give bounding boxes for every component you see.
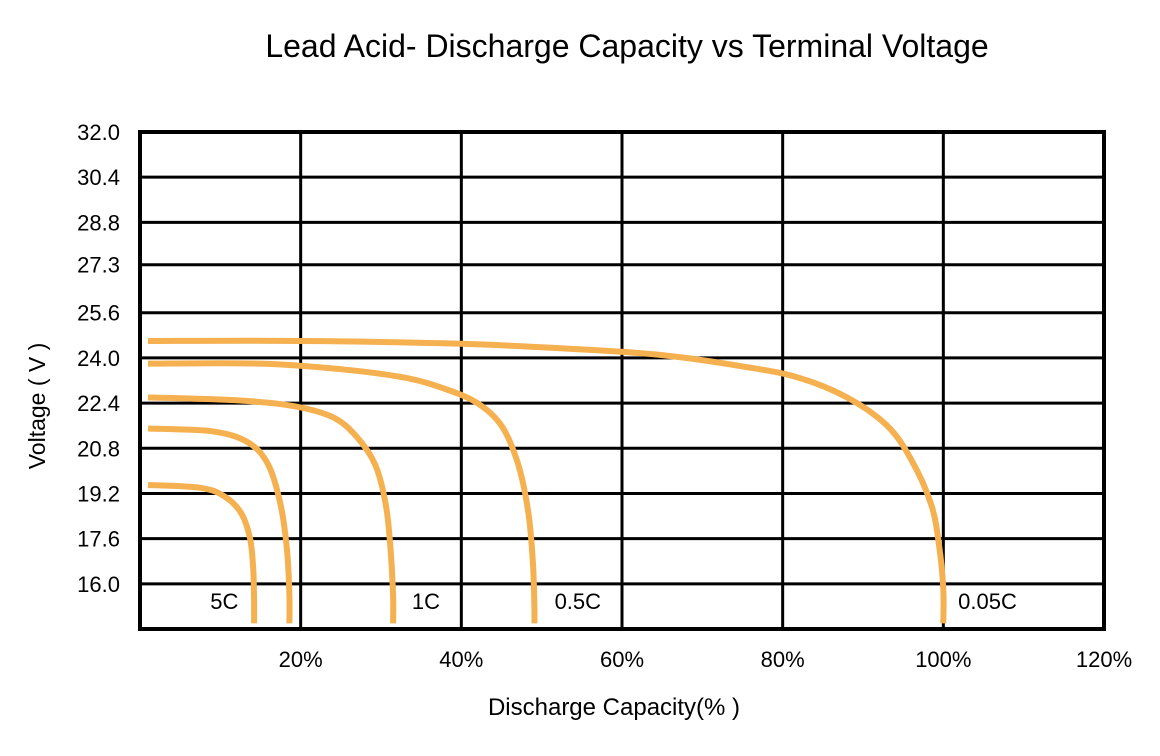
curve-label: 0.05C bbox=[958, 589, 1017, 614]
series-line-3 bbox=[147, 425, 293, 624]
curve-labels: 5C 1C 0.5C 0.05C bbox=[210, 589, 1017, 614]
series-line-1 bbox=[147, 360, 538, 624]
x-tick-label: 80% bbox=[761, 647, 805, 672]
grid bbox=[140, 130, 1106, 629]
y-tick-labels: 32.0 30.4 28.8 27.3 25.6 24.0 22.4 20.8 19.2 17.6… bbox=[77, 120, 120, 597]
series-line-4 bbox=[147, 482, 258, 624]
y-axis-label: Voltage ( V ) bbox=[24, 343, 50, 470]
y-tick-label: 24.0 bbox=[77, 346, 120, 371]
y-tick-label: 20.8 bbox=[77, 436, 120, 461]
y-tick-label: 32.0 bbox=[77, 120, 120, 145]
x-tick-label: 60% bbox=[600, 647, 644, 672]
y-tick-label: 19.2 bbox=[77, 481, 120, 506]
y-tick-label: 30.4 bbox=[77, 165, 120, 190]
x-tick-labels: 20% 40% 60% 80% 100% 120% bbox=[279, 647, 1132, 672]
x-tick-label: 120% bbox=[1076, 647, 1132, 672]
y-tick-label: 22.4 bbox=[77, 391, 120, 416]
curve-label: 0.5C bbox=[555, 589, 602, 614]
y-tick-label: 28.8 bbox=[77, 210, 120, 235]
y-tick-label: 25.6 bbox=[77, 301, 120, 326]
series-group bbox=[147, 337, 947, 624]
chart-title: Lead Acid- Discharge Capacity vs Termina… bbox=[265, 28, 988, 64]
curve-label: 5C bbox=[210, 589, 238, 614]
x-axis-label: Discharge Capacity(% ) bbox=[488, 694, 740, 721]
x-tick-label: 100% bbox=[915, 647, 971, 672]
curve-label: 1C bbox=[412, 589, 440, 614]
plot-frame bbox=[138, 130, 1106, 631]
y-tick-label: 17.6 bbox=[77, 527, 120, 552]
y-tick-label: 16.0 bbox=[77, 572, 120, 597]
x-tick-label: 20% bbox=[279, 647, 323, 672]
series-line-2 bbox=[147, 394, 397, 624]
x-tick-label: 40% bbox=[439, 647, 483, 672]
y-tick-label: 27.3 bbox=[77, 253, 120, 278]
series-line-0 bbox=[147, 337, 947, 624]
